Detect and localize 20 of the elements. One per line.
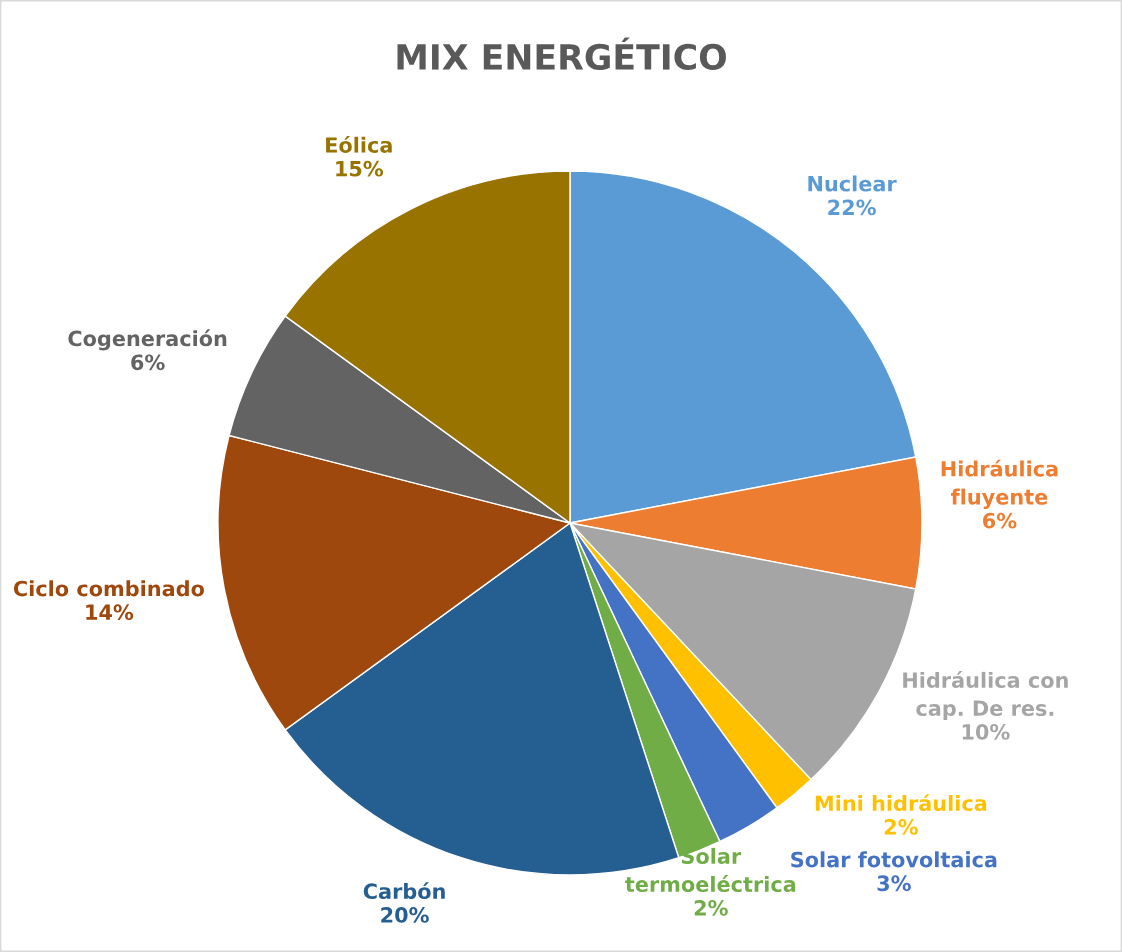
slice-label: Mini hidráulica: [815, 794, 987, 812]
slice-label: Carbón: [363, 882, 445, 900]
data-label: 10%: [962, 724, 1010, 740]
data-label: 20%: [381, 907, 429, 923]
data-label: 22%: [828, 199, 876, 216]
data-label: 2%: [694, 900, 728, 916]
slice-label: Hidráulica fluyente: [941, 459, 1058, 509]
slice-label: Hidráulica con cap. De res.: [903, 671, 1068, 721]
data-label: 14%: [86, 604, 134, 621]
data-label: 6%: [131, 354, 165, 371]
slice-label: Ciclo combinado: [13, 580, 204, 597]
slice-label: Cogeneración: [68, 329, 227, 351]
data-label: 3%: [877, 875, 911, 892]
data-label: 2%: [884, 819, 918, 835]
data-label: 6%: [983, 512, 1017, 529]
chart-title: MIX ENERGÉTICO: [397, 37, 726, 71]
data-label: 15%: [336, 160, 384, 177]
slice-label: Solar fotovoltaica: [791, 851, 997, 868]
slice-label: Nuclear: [808, 175, 897, 192]
slice-label: Eólica: [326, 135, 392, 153]
